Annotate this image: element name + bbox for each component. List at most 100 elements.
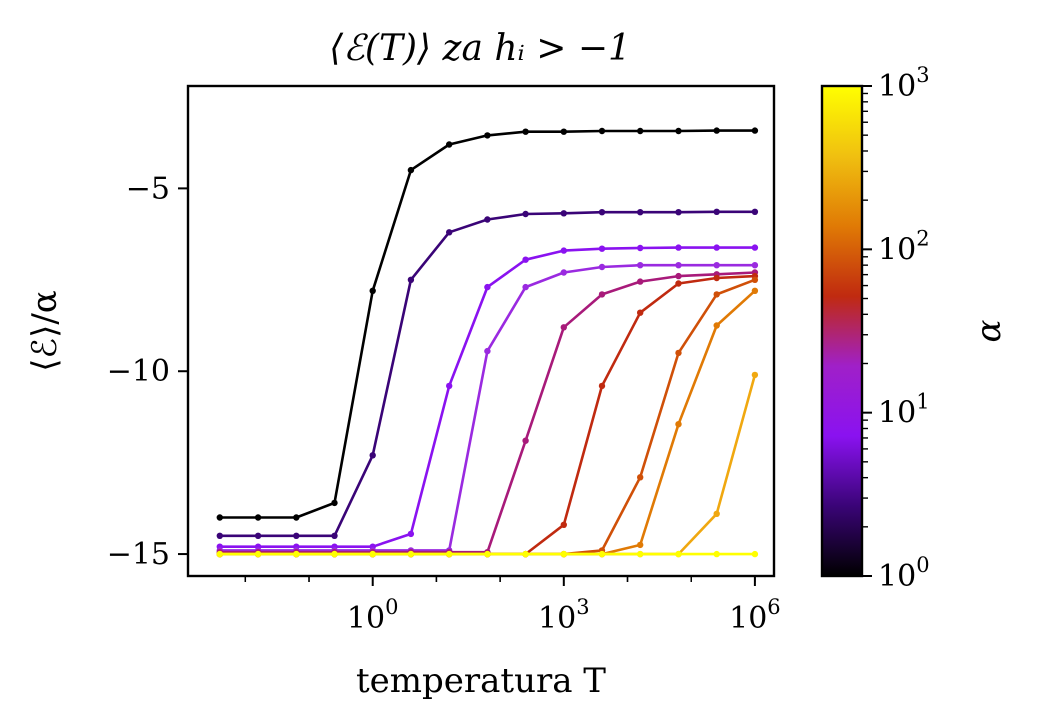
data-point xyxy=(751,371,759,379)
data-point xyxy=(560,324,567,331)
series-10 xyxy=(216,550,759,558)
y-axis: −5 −10 −15 xyxy=(107,171,188,572)
data-point xyxy=(675,349,682,357)
data-point xyxy=(675,262,682,269)
x-tick-exponent: 3 xyxy=(576,595,589,619)
x-tick-exponent: 6 xyxy=(767,595,780,619)
data-point xyxy=(254,532,262,539)
data-point xyxy=(446,141,453,148)
data-point xyxy=(293,550,300,558)
plot-area: 100 103 106 −5−10−15 xyxy=(107,84,781,636)
data-point xyxy=(407,530,415,538)
data-point xyxy=(675,127,682,135)
data-point xyxy=(713,291,720,298)
data-point xyxy=(293,532,300,539)
data-point xyxy=(484,216,491,223)
x-axis-label: temperatura T xyxy=(356,661,606,701)
series-9 xyxy=(216,371,759,558)
colorbar-tick-label: 100 xyxy=(878,553,930,594)
data-point xyxy=(751,208,759,215)
data-point xyxy=(369,550,376,558)
series-line xyxy=(219,271,755,554)
data-point xyxy=(522,437,529,444)
data-point xyxy=(713,127,720,134)
data-point xyxy=(331,550,338,558)
data-point xyxy=(751,276,759,283)
data-point xyxy=(484,347,491,355)
data-point xyxy=(522,256,529,263)
data-point xyxy=(560,210,567,217)
series-line xyxy=(219,246,755,549)
data-point xyxy=(675,209,682,216)
data-point xyxy=(560,128,567,135)
colorbar-tick-base: 10 xyxy=(878,559,916,594)
data-point xyxy=(637,541,644,549)
colorbar-frame xyxy=(820,84,864,578)
series-line xyxy=(219,278,756,556)
data-point xyxy=(407,276,415,283)
data-point xyxy=(331,532,338,539)
series-6 xyxy=(216,272,759,558)
series-line xyxy=(219,289,756,556)
data-point xyxy=(675,280,682,287)
y-tick-label: −15 xyxy=(107,537,170,572)
colorbar-tick-base: 10 xyxy=(878,396,916,431)
data-point xyxy=(484,132,491,139)
colorbar-tick-label: 101 xyxy=(878,390,930,431)
data-point xyxy=(560,550,567,558)
series-line xyxy=(219,374,757,556)
colorbar-tick-exponent: 2 xyxy=(916,226,929,250)
data-point xyxy=(598,209,606,216)
y-tick-label: −10 xyxy=(107,354,170,389)
data-point xyxy=(751,244,759,251)
data-point xyxy=(446,382,453,390)
series-group xyxy=(216,127,759,558)
series-4 xyxy=(216,262,759,554)
y-tick-label: −5 xyxy=(126,171,170,206)
data-point xyxy=(560,521,567,528)
data-point xyxy=(637,550,644,558)
data-point xyxy=(637,127,644,135)
colorbar-tick-exponent: 1 xyxy=(916,390,929,414)
data-point xyxy=(751,287,759,294)
colorbar-tick-label: 103 xyxy=(878,63,930,104)
colorbar-tick-exponent: 0 xyxy=(916,553,929,577)
data-point xyxy=(751,262,759,269)
data-point xyxy=(637,474,644,481)
colorbar-tick-label: 102 xyxy=(878,226,930,267)
data-point xyxy=(446,550,453,558)
series-1 xyxy=(216,127,759,521)
data-point xyxy=(637,278,644,285)
data-point xyxy=(407,166,415,174)
data-point xyxy=(637,209,644,216)
x-tick-label: 106 xyxy=(729,595,781,636)
data-point xyxy=(522,210,529,218)
data-point xyxy=(675,272,682,280)
series-line xyxy=(219,210,755,538)
data-point xyxy=(484,550,491,558)
data-point xyxy=(713,262,720,269)
y-axis-label: ⟨ℰ⟩/α xyxy=(25,290,65,372)
x-tick-label: 100 xyxy=(347,595,399,636)
series-2 xyxy=(216,208,759,539)
x-tick-label: 103 xyxy=(538,595,590,636)
data-point xyxy=(560,247,567,254)
data-point xyxy=(713,510,720,517)
data-point xyxy=(675,421,682,428)
x-tick-base: 10 xyxy=(347,601,385,636)
data-point xyxy=(369,452,376,459)
data-point xyxy=(751,550,759,558)
data-point xyxy=(560,269,567,276)
data-point xyxy=(216,532,223,539)
colorbar-label: α xyxy=(969,319,1009,342)
data-point xyxy=(407,550,415,558)
data-point xyxy=(598,382,606,390)
data-point xyxy=(522,283,529,291)
data-point xyxy=(522,550,529,558)
data-point xyxy=(598,245,606,252)
data-point xyxy=(675,244,682,251)
data-point xyxy=(713,322,720,329)
x-tick-base: 10 xyxy=(729,601,767,636)
data-point xyxy=(522,128,529,135)
